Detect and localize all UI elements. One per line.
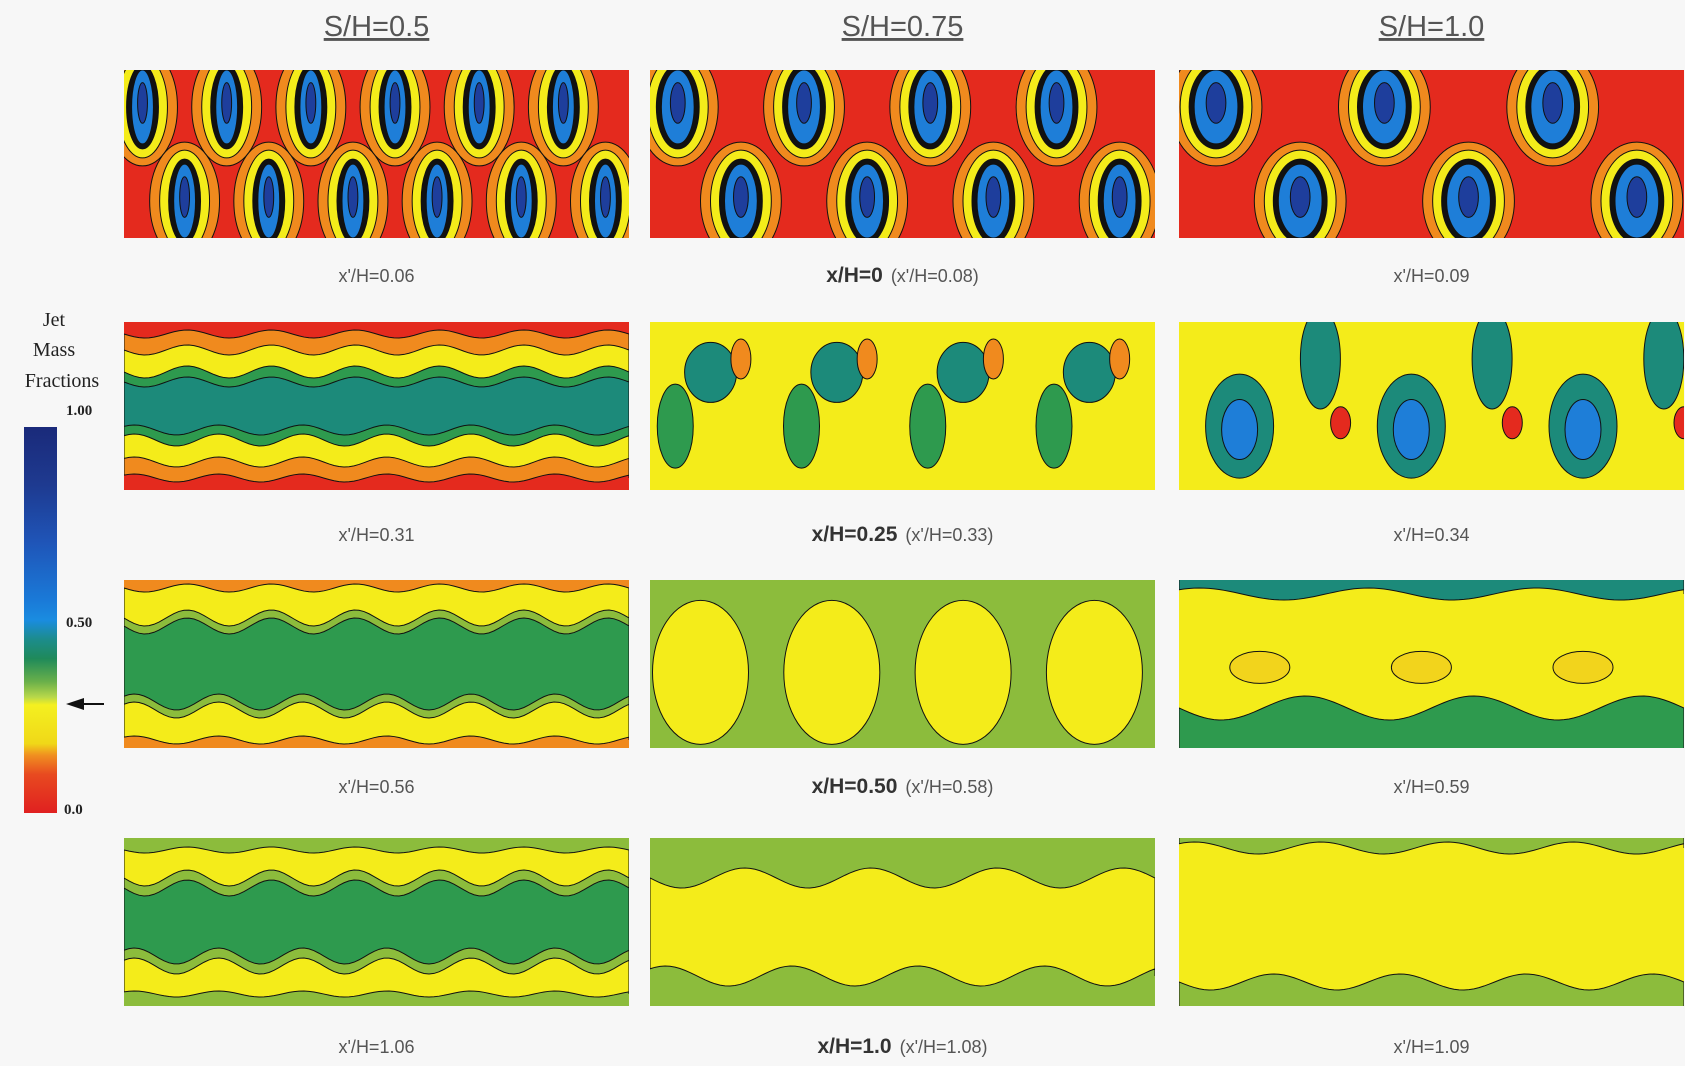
contour xyxy=(1222,400,1258,460)
panel-caption: x/H=1.0 (x'/H=1.08) xyxy=(817,1035,987,1058)
column-title: S/H=0.75 xyxy=(842,11,964,43)
station-label: x/H=0.50 xyxy=(812,775,898,798)
contour xyxy=(1459,177,1479,218)
contour xyxy=(657,384,693,468)
contour xyxy=(1036,384,1072,468)
legend-title: Mass xyxy=(33,339,75,361)
panel-caption: x'/H=0.09 xyxy=(1394,266,1470,286)
contour xyxy=(915,600,1011,744)
contour xyxy=(1627,177,1647,218)
contour xyxy=(857,339,877,379)
legend-label: 0.0 xyxy=(64,802,83,818)
contour xyxy=(1046,600,1142,744)
contour-panel xyxy=(1179,564,1684,780)
panel-caption: x/H=0 (x'/H=0.08) xyxy=(826,264,979,287)
legend-title: Jet xyxy=(43,309,66,331)
contour xyxy=(1112,177,1127,218)
contour xyxy=(138,83,148,124)
contour xyxy=(180,177,190,218)
contour xyxy=(1063,342,1115,402)
contour xyxy=(222,83,232,124)
contour xyxy=(558,83,568,124)
contour-panel xyxy=(124,580,629,748)
colorbar: Jet Mass Fractions 1.00 0.50 0.0 xyxy=(24,309,104,818)
contour xyxy=(1502,407,1522,439)
contour xyxy=(811,342,863,402)
contour xyxy=(860,177,875,218)
legend-label: 1.00 xyxy=(66,403,92,419)
contour xyxy=(685,342,737,402)
contour xyxy=(432,177,442,218)
contour xyxy=(653,600,749,744)
figure: S/H=0.5 S/H=0.75 S/H=1.0 x'/H=0.06 x/H=0 (x'… xyxy=(0,0,1685,1066)
contour-panel xyxy=(637,48,1160,260)
contour xyxy=(1331,407,1351,439)
legend-label: 0.50 xyxy=(66,615,92,631)
contour xyxy=(1049,83,1064,124)
contour xyxy=(986,177,1001,218)
contour-panel xyxy=(650,838,1155,1006)
contour xyxy=(1375,83,1395,124)
contour xyxy=(348,177,358,218)
column-title: S/H=0.5 xyxy=(324,11,430,43)
contour xyxy=(797,83,812,124)
contour-panel xyxy=(1179,309,1685,490)
contour xyxy=(1553,651,1613,683)
contour xyxy=(731,339,751,379)
panel-caption: x'/H=1.06 xyxy=(339,1037,415,1057)
panel-caption: x'/H=0.59 xyxy=(1394,777,1470,797)
contour xyxy=(784,384,820,468)
caption: (x'/H=0.58) xyxy=(905,777,993,797)
contour xyxy=(1543,83,1563,124)
contour xyxy=(474,83,484,124)
contour-panel xyxy=(1170,48,1684,260)
contour xyxy=(1393,400,1429,460)
contour xyxy=(1230,651,1290,683)
legend-title: Fractions xyxy=(25,370,100,392)
panel-caption: x'/H=0.06 xyxy=(339,266,415,286)
contour-panel xyxy=(650,322,1155,490)
column-title: S/H=1.0 xyxy=(1379,11,1485,43)
colorbar-scale xyxy=(24,427,57,813)
contour xyxy=(923,83,938,124)
panel-caption: x'/H=1.09 xyxy=(1394,1037,1470,1057)
panel-caption: x'/H=0.34 xyxy=(1394,525,1470,545)
contour-panel xyxy=(124,322,629,490)
contour xyxy=(670,83,685,124)
contour xyxy=(910,384,946,468)
contour-panel xyxy=(650,580,1155,748)
contour xyxy=(1179,564,1684,600)
panel-caption: x'/H=0.31 xyxy=(339,525,415,545)
contour xyxy=(1565,400,1601,460)
contour xyxy=(1300,309,1340,409)
contour-panel xyxy=(124,838,629,1006)
contour xyxy=(264,177,274,218)
contour xyxy=(650,868,1155,986)
station-label: x/H=0.25 xyxy=(812,523,898,546)
contour xyxy=(1644,309,1684,409)
panel-caption: x'/H=0.56 xyxy=(339,777,415,797)
contour-panel xyxy=(108,48,641,260)
contour xyxy=(1290,177,1310,218)
caption: (x'/H=1.08) xyxy=(900,1037,988,1057)
caption: (x'/H=0.08) xyxy=(891,266,979,286)
contour xyxy=(516,177,526,218)
panel-caption: x/H=0.50 (x'/H=0.58) xyxy=(812,775,994,798)
contour xyxy=(1110,339,1130,379)
contour xyxy=(306,83,316,124)
contour xyxy=(734,177,749,218)
caption: (x'/H=0.33) xyxy=(905,525,993,545)
contour xyxy=(1391,651,1451,683)
station-label: x/H=0 xyxy=(826,264,883,287)
panel-caption: x/H=0.25 (x'/H=0.33) xyxy=(812,523,994,546)
contour-panel xyxy=(1179,822,1684,1030)
contour xyxy=(983,339,1003,379)
contour xyxy=(601,177,611,218)
contour xyxy=(1206,83,1226,124)
station-label: x/H=1.0 xyxy=(817,1035,891,1058)
contour xyxy=(937,342,989,402)
contour xyxy=(1472,309,1512,409)
contour xyxy=(390,83,400,124)
contour xyxy=(784,600,880,744)
